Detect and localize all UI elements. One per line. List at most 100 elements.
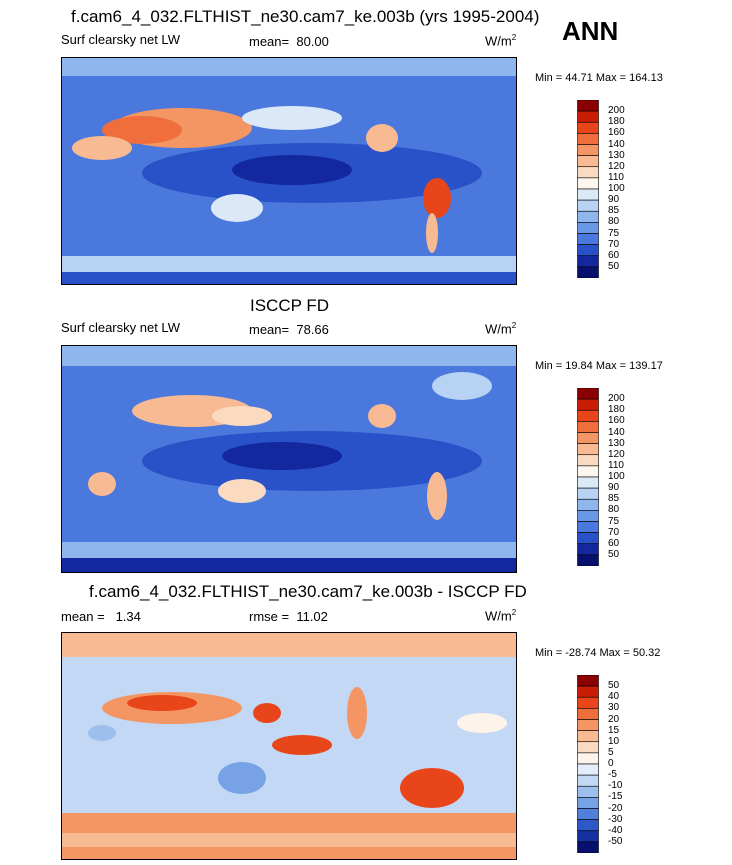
colorbar-swatch	[577, 177, 599, 190]
colorbar-swatch	[577, 421, 599, 433]
colorbar-tick-label: 140	[608, 138, 625, 150]
colorbar-tick-label: 100	[608, 471, 625, 482]
panel1-mean-label: mean=	[249, 34, 290, 49]
panel3-mean-label: mean =	[61, 609, 105, 624]
colorbar-swatch	[577, 133, 599, 145]
colorbar-swatch	[577, 121, 599, 134]
colorbar-swatch	[577, 487, 599, 500]
colorbar-tick-label: -20	[608, 802, 623, 814]
colorbar-tick-label: -30	[608, 813, 623, 825]
panel1-mean-value: 80.00	[296, 34, 329, 49]
colorbar-tick-label: 75	[608, 227, 620, 239]
panel3-map	[61, 632, 517, 860]
colorbar-swatch	[577, 388, 599, 400]
panel2-minmax: Min = 19.84 Max = 139.17	[535, 360, 663, 372]
colorbar-tick-label: 160	[608, 127, 625, 139]
colorbar-tick-label: 60	[608, 537, 620, 549]
colorbar-tick-label: 80	[608, 504, 620, 516]
season-label: ANN	[562, 16, 619, 46]
colorbar-swatch	[577, 785, 599, 798]
colorbar-tick-label: 5	[608, 746, 614, 758]
colorbar-tick-label: -15	[608, 791, 623, 803]
colorbar-swatch	[577, 144, 599, 156]
colorbar-swatch	[577, 708, 599, 720]
colorbar-swatch	[577, 233, 599, 245]
colorbar-swatch	[577, 554, 599, 566]
colorbar-tick-label: 50	[608, 680, 620, 692]
colorbar-tick-label: 110	[608, 459, 624, 471]
colorbar-swatch	[577, 454, 599, 467]
colorbar-tick-label: -5	[608, 769, 617, 781]
colorbar-tick-label: 120	[608, 160, 625, 172]
panel3-title: f.cam6_4_032.FLTHIST_ne30.cam7_ke.003b -…	[89, 582, 527, 601]
panel3-rmse-label: rmse =	[249, 609, 290, 624]
colorbar-swatch	[577, 841, 599, 853]
colorbar-swatch	[577, 210, 599, 223]
colorbar-tick-label: 90	[608, 194, 620, 206]
colorbar-tick-label: -40	[608, 824, 623, 836]
colorbar-swatch	[577, 222, 599, 234]
colorbar-tick-label: 200	[608, 105, 625, 117]
colorbar-tick-label: 70	[608, 526, 620, 538]
panel2-units: W/m2	[485, 321, 517, 337]
colorbar-tick-label: 130	[608, 437, 625, 449]
colorbar-swatch	[577, 443, 599, 456]
colorbar-swatch	[577, 432, 599, 444]
colorbar-swatch	[577, 266, 599, 278]
colorbar-swatch	[577, 730, 599, 743]
panel2-mean-label: mean=	[249, 322, 290, 337]
colorbar-swatch	[577, 110, 599, 123]
colorbar-swatch	[577, 155, 599, 168]
panel3-mean: mean = 1.34	[61, 609, 141, 624]
colorbar-swatch	[577, 188, 599, 201]
colorbar-tick-label: 100	[608, 183, 625, 194]
panel1-mean: mean= 80.00	[249, 34, 329, 49]
colorbar-swatch	[577, 398, 599, 411]
colorbar-swatch	[577, 675, 599, 687]
panel1-map	[61, 57, 517, 285]
colorbar-tick-label: 110	[608, 171, 624, 183]
colorbar-tick-label: 80	[608, 216, 620, 228]
colorbar-swatch	[577, 685, 599, 698]
panel3-rmse-value: 11.02	[296, 609, 328, 624]
colorbar-swatch	[577, 409, 599, 422]
colorbar-tick-label: 75	[608, 515, 620, 527]
colorbar-tick-label: 50	[608, 260, 620, 272]
panel2-variable: Surf clearsky net LW	[61, 320, 180, 335]
panel1-units: W/m2	[485, 33, 517, 49]
panel1-minmax: Min = 44.71 Max = 164.13	[535, 72, 663, 84]
colorbar-swatch	[577, 808, 599, 820]
colorbar-swatch	[577, 521, 599, 533]
colorbar-tick-label: 140	[608, 426, 625, 438]
panel2-colorbar-swatches	[577, 388, 599, 566]
colorbar-tick-label: 10	[608, 735, 620, 747]
colorbar-tick-label: 85	[608, 493, 620, 505]
colorbar-swatch	[577, 100, 599, 112]
panel2-map	[61, 345, 517, 573]
colorbar-swatch	[577, 498, 599, 511]
colorbar-swatch	[577, 465, 599, 478]
colorbar-tick-label: 50	[608, 548, 620, 560]
panel1-variable: Surf clearsky net LW	[61, 32, 180, 47]
colorbar-swatch	[577, 476, 599, 489]
colorbar-swatch	[577, 696, 599, 709]
colorbar-tick-label: 15	[608, 724, 620, 736]
colorbar-tick-label: 180	[608, 116, 625, 128]
colorbar-tick-label: 130	[608, 149, 625, 161]
colorbar-tick-label: 40	[608, 691, 620, 703]
colorbar-swatch	[577, 199, 599, 212]
panel3-mean-value: 1.34	[115, 609, 141, 624]
colorbar-tick-label: 120	[608, 448, 625, 460]
colorbar-swatch	[577, 244, 599, 257]
colorbar-tick-label: 90	[608, 482, 620, 494]
colorbar-tick-label: 85	[608, 205, 620, 217]
panel2-title: ISCCP FD	[250, 296, 330, 315]
colorbar-swatch	[577, 255, 599, 268]
colorbar-tick-label: 30	[608, 702, 620, 714]
panel1-colorbar-swatches	[577, 100, 599, 278]
colorbar-swatch	[577, 719, 599, 731]
colorbar-tick-label: 0	[608, 758, 614, 769]
panel3-colorbar-swatches	[577, 675, 599, 853]
colorbar-tick-label: 160	[608, 415, 625, 427]
colorbar-tick-label: -50	[608, 835, 623, 847]
